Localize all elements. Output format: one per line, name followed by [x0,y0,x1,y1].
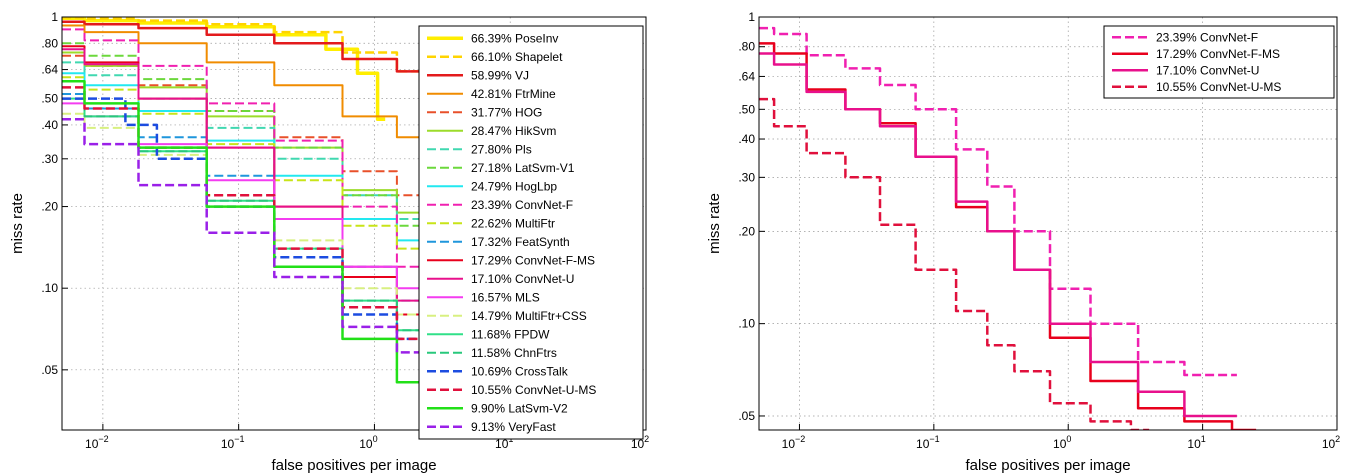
y-tick-label: .50 [41,92,58,106]
y-tick-label: .40 [41,118,58,132]
y-tick-label: .40 [738,132,755,146]
y-tick-label: .20 [41,200,58,214]
y-axis-label: miss rate [9,193,26,254]
series-line [62,51,440,227]
chart-1: 10−210−11001011021.80.64.50.40.30.20.10.… [9,10,649,474]
series-group [759,26,1257,430]
y-tick-label: .20 [738,224,755,238]
x-tick-label: 10−1 [916,434,940,451]
legend-entry: 17.29% ConvNet-F-MS [1156,47,1280,61]
y-tick-label: .10 [738,317,755,331]
legend-entry: 66.10% Shapelet [471,50,563,64]
legend-entry: 23.39% ConvNet-F [1156,30,1258,44]
x-tick-label: 10−2 [85,434,109,451]
legend-entry: 24.79% HogLbp [471,179,557,193]
series-line [759,97,1150,430]
series-line [759,52,1237,418]
y-tick-label: .64 [738,69,755,83]
series-line [759,42,1257,430]
series-line [62,20,440,81]
x-tick-label: 101 [1187,434,1205,451]
legend-entry: 58.99% VJ [471,68,529,82]
y-tick-label: .64 [41,63,58,77]
series-line [62,117,440,372]
legend-entry: 66.39% PoseInv [471,31,558,45]
y-tick-label: 1 [748,10,755,24]
x-tick-label: 100 [1053,434,1071,451]
legend-entry: 11.58% ChnFtrs [471,346,557,360]
x-axis-label: false positives per image [965,457,1130,474]
series-line [62,54,440,214]
series-line [62,42,440,242]
series-line [62,97,440,350]
series-line [62,24,440,153]
axes-frame [758,16,1338,431]
legend-entry: 10.69% CrossTalk [471,364,569,378]
y-tick-label: .05 [738,409,755,423]
series-line [62,28,440,290]
y-tick-label: .10 [41,281,58,295]
chart-2: 10−2 10−1 100 101 102 1 .80 .64 .50 .40 .30 .20 .10.… [706,10,1340,474]
series-line [62,102,440,302]
legend-entry: 31.77% HOG [471,105,542,119]
x-axis-label: false positives per image [271,457,436,474]
legend-entry: 10.55% ConvNet-U-MS [471,383,596,397]
legend-entry: 9.13% VeryFast [471,420,556,434]
x-tick-label: 10−1 [221,434,245,451]
axes-frame [61,16,647,431]
y-tick-label: .05 [41,363,58,377]
legend: 23.39% ConvNet-F 17.29% ConvNet-F-MS 17.10… [1103,25,1335,99]
y-axis-label: miss rate [706,193,723,254]
legend-entry: 10.55% ConvNet-U-MS [1156,80,1281,94]
legend: 66.39% PoseInv 66.10% Shapelet 58.99% VJ 42… [418,25,644,440]
y-tick-label: .80 [41,36,58,50]
legend-entry: 28.47% HikSvm [471,124,556,138]
y-tick-label: 1 [51,10,58,24]
legend-entry: 17.10% ConvNet-U [1156,63,1259,77]
series-line [62,48,440,316]
series-line [62,112,440,332]
series-group [62,17,457,428]
series-line [62,76,440,268]
legend-entry: 17.32% FeatSynth [471,235,570,249]
series-line [759,26,1237,377]
legend-entry: 17.10% ConvNet-U [471,272,574,286]
legend-entry: 42.81% FtrMine [471,87,556,101]
legend-entry: 27.80% Pls [471,142,532,156]
legend-entry: 11.68% FPDW [471,327,550,341]
series-line [62,97,440,350]
legend-entry: 22.62% MultiFtr [471,216,555,230]
legend-entry: 14.79% MultiFtr+CSS [471,309,587,323]
series-line [62,72,440,259]
series-line [62,97,440,360]
x-tick-label: 100 [359,434,377,451]
y-tick-label: .30 [41,152,58,166]
legend-entry: 17.29% ConvNet-F-MS [471,253,595,267]
y-tick-label: .80 [738,40,755,54]
legend-entry: 27.18% LatSvm-V1 [471,161,575,175]
x-tick-label: 10−2 [782,434,806,451]
y-tick-label: .50 [738,102,755,116]
x-tick-label: 102 [1322,434,1340,451]
legend-entry: 16.57% MLS [471,290,540,304]
legend-entry: 23.39% ConvNet-F [471,198,573,212]
y-tick-label: .30 [738,170,755,184]
legend-entry: 9.90% LatSvm-V2 [471,401,568,415]
